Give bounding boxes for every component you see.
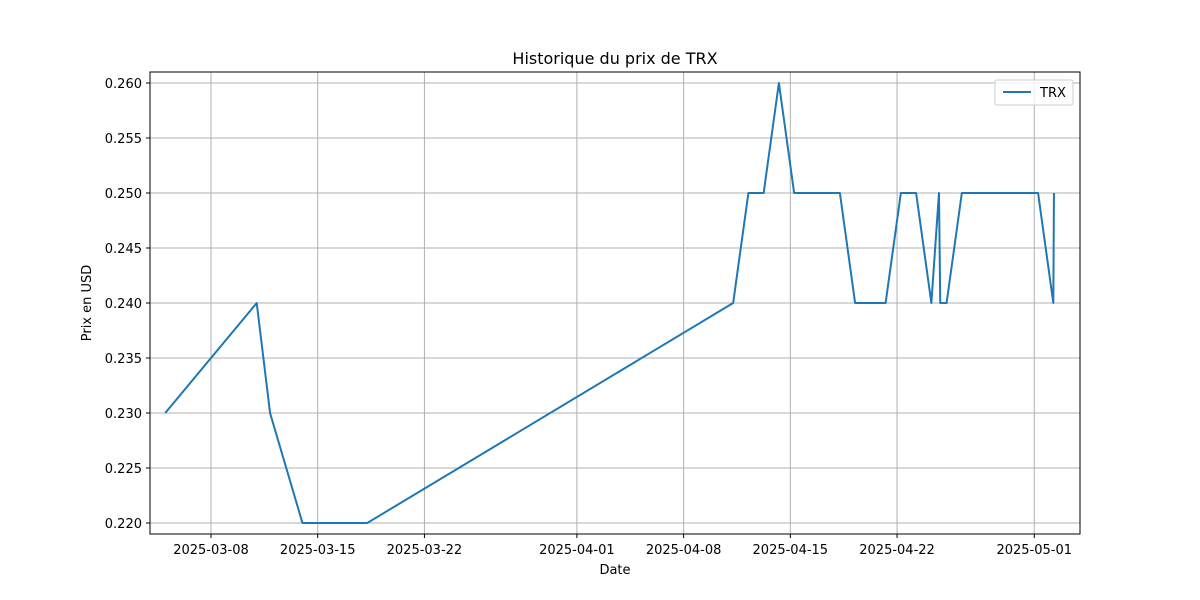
y-tick-label: 0.225 [105, 462, 142, 477]
y-tick-label: 0.235 [105, 352, 142, 367]
y-tick-label: 0.260 [105, 77, 142, 92]
x-tick-label: 2025-03-22 [387, 543, 463, 558]
legend-box [994, 79, 1074, 106]
x-tick-label: 2025-04-22 [859, 543, 935, 558]
x-tick-label: 2025-03-15 [280, 543, 356, 558]
x-tick-label: 2025-04-01 [539, 543, 615, 558]
y-tick-label: 0.245 [105, 242, 142, 257]
y-tick-label: 0.240 [105, 297, 142, 312]
y-axis-label: Prix en USD [80, 265, 95, 342]
x-tick-label: 2025-03-08 [173, 543, 249, 558]
y-tick-label: 0.220 [105, 517, 142, 532]
series-line-trx [164, 82, 1055, 524]
x-tick-label: 2025-04-15 [753, 543, 829, 558]
grid [150, 72, 1080, 534]
legend-label-trx: TRX [1039, 86, 1066, 101]
y-tick-label: 0.230 [105, 407, 142, 422]
x-axis-label: Date [599, 563, 630, 578]
legend: TRX [994, 79, 1074, 106]
chart-title: Historique du prix de TRX [512, 49, 717, 68]
x-tick-label: 2025-05-01 [996, 543, 1072, 558]
y-tick-label: 0.250 [105, 187, 142, 202]
y-tick-label: 0.255 [105, 132, 142, 147]
x-tick-label: 2025-04-08 [646, 543, 722, 558]
ticks: 0.220 0.225 0.230 0.235 0.240 0.245 0.250 0.255… [105, 77, 1072, 558]
series-layer [164, 82, 1055, 524]
